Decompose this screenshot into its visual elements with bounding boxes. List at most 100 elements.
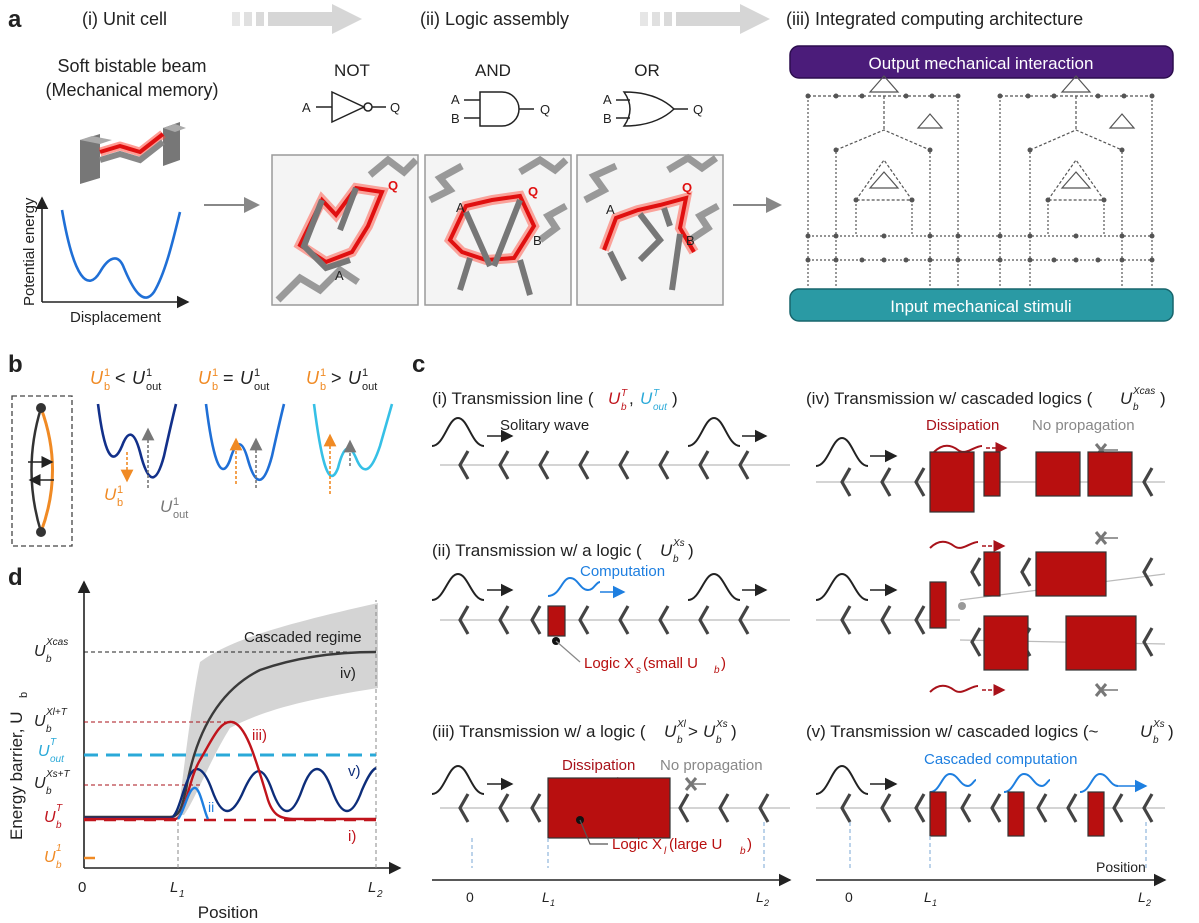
curve-iii [84,720,376,821]
svg-text:U: U [703,722,716,741]
c-ii-logic-label: Logic X s (small U b ) [584,655,726,676]
input-stimuli-label: Input mechanical stimuli [890,297,1071,316]
c-iii-block-icon [684,777,706,791]
svg-text:b: b [212,381,218,393]
c-iv-title: (iv) Transmission w/ cascaded logics ( U… [806,386,1166,413]
c-iii-zero: 0 [466,889,474,905]
c-iv-branch-top-wave [929,540,979,549]
c-i-wave-2 [687,416,741,447]
c-iv-branch-block-bottom [1094,683,1118,697]
svg-text:U: U [104,485,117,504]
bistable-element-sketch [11,395,73,547]
and-pin-a: A [451,92,460,107]
svg-text:U: U [1120,389,1133,408]
svg-text:U: U [306,368,320,388]
svg-text:s: s [636,665,641,676]
svg-text:1: 1 [179,889,185,900]
svg-text:b: b [621,402,627,413]
curve-ii-label: ii [208,799,214,815]
svg-text:<: < [115,368,126,388]
svg-text:): ) [721,655,726,672]
svg-text:1: 1 [117,484,123,496]
or-pin-q: Q [693,102,703,117]
svg-text:out: out [362,381,377,393]
svg-text:U: U [90,368,104,388]
and-pin-b: B [451,111,460,126]
svg-text:(v) Transmission w/ cascaded l: (v) Transmission w/ cascaded logics (~ [806,722,1098,741]
panel-d-letter: d [8,564,23,591]
svg-text:L: L [1138,889,1146,905]
not-gate-symbol [316,90,386,124]
not-pin-a: A [302,100,311,115]
svg-text:Xcas: Xcas [45,637,68,648]
d-ylabel-sub: b [18,692,30,698]
c-iv-noprop-label: No propagation [1032,417,1135,434]
potential-energy-plot [35,196,190,309]
svg-text:b: b [46,786,52,797]
svg-text:b: b [677,735,683,746]
and-gate-symbol [464,91,534,127]
svg-text:U: U [348,368,362,388]
condition-3-label: U b 1 > U out 1 [306,367,377,393]
svg-text:1: 1 [56,843,62,854]
svg-text:out: out [653,402,668,413]
svg-text:1: 1 [146,367,152,379]
svg-text:1: 1 [932,898,937,908]
svg-text:out: out [173,509,188,521]
svg-text:L: L [368,879,376,896]
svg-text:U: U [34,643,46,660]
svg-text:2: 2 [1145,898,1151,908]
c-v-wave-4 [1079,772,1119,793]
svg-text:(small U: (small U [643,655,698,672]
c-iii-title: (iii) Transmission w/ a logic ( U b Xl >… [432,719,737,746]
svg-text:b: b [104,381,110,393]
svg-text:Logic X: Logic X [612,836,662,853]
gate-or-label: OR [634,61,660,80]
d-l2-label: L 2 [368,879,383,900]
curve-iv-label: iv) [340,665,356,682]
svg-text:T: T [56,803,63,814]
and-img-a: A [456,200,465,215]
c-ii-title: (ii) Transmission w/ a logic ( U b Xs ) [432,538,694,565]
c-iv-dissipation-wave [933,444,983,453]
svg-text:Xs: Xs [715,719,728,730]
svg-text:b: b [1153,735,1159,746]
svg-text:(iii) Transmission w/ a logic: (iii) Transmission w/ a logic ( [432,722,646,741]
svg-text:U: U [198,368,212,388]
svg-text:Xs+T: Xs+T [45,769,71,780]
svg-text:out: out [254,381,269,393]
svg-text:1: 1 [320,367,326,379]
well-3-curve [312,403,394,478]
c-iii-chain [440,777,790,868]
curve-iv [84,650,377,819]
svg-text:b: b [320,381,326,393]
c-ii-chain [440,605,790,663]
svg-text:T: T [653,388,660,399]
c-v-chain [816,791,1165,868]
svg-text:): ) [1160,389,1166,408]
curve-ii [177,786,210,820]
architecture-nodes [805,93,1155,263]
d-ytick-uout: U out T [38,737,65,765]
svg-text:(large U: (large U [669,836,722,853]
c-iii-noprop-label: No propagation [660,757,763,774]
c-iv-dissipation-label: Dissipation [926,417,999,434]
svg-text:L: L [924,889,932,905]
or-img-q: Q [682,180,692,195]
svg-text:U: U [640,389,653,408]
svg-text:b: b [740,846,746,857]
or-img-a: A [606,202,615,217]
stage-integrated-architecture: (iii) Integrated computing architecture [786,9,1083,29]
d-ytick-large: U b Xl+T [34,707,68,735]
svg-text:(iv) Transmission w/ cascaded: (iv) Transmission w/ cascaded logics ( [806,389,1093,408]
c-i-wave-1 [431,416,485,447]
svg-text:2: 2 [376,889,383,900]
svg-text:b: b [56,860,62,871]
svg-text:U: U [38,743,50,760]
or-img-b: B [686,233,695,248]
or-assembly-image [576,153,724,306]
svg-text:): ) [731,722,737,741]
stage-arrow-2 [640,4,770,34]
svg-text:b: b [46,654,52,665]
